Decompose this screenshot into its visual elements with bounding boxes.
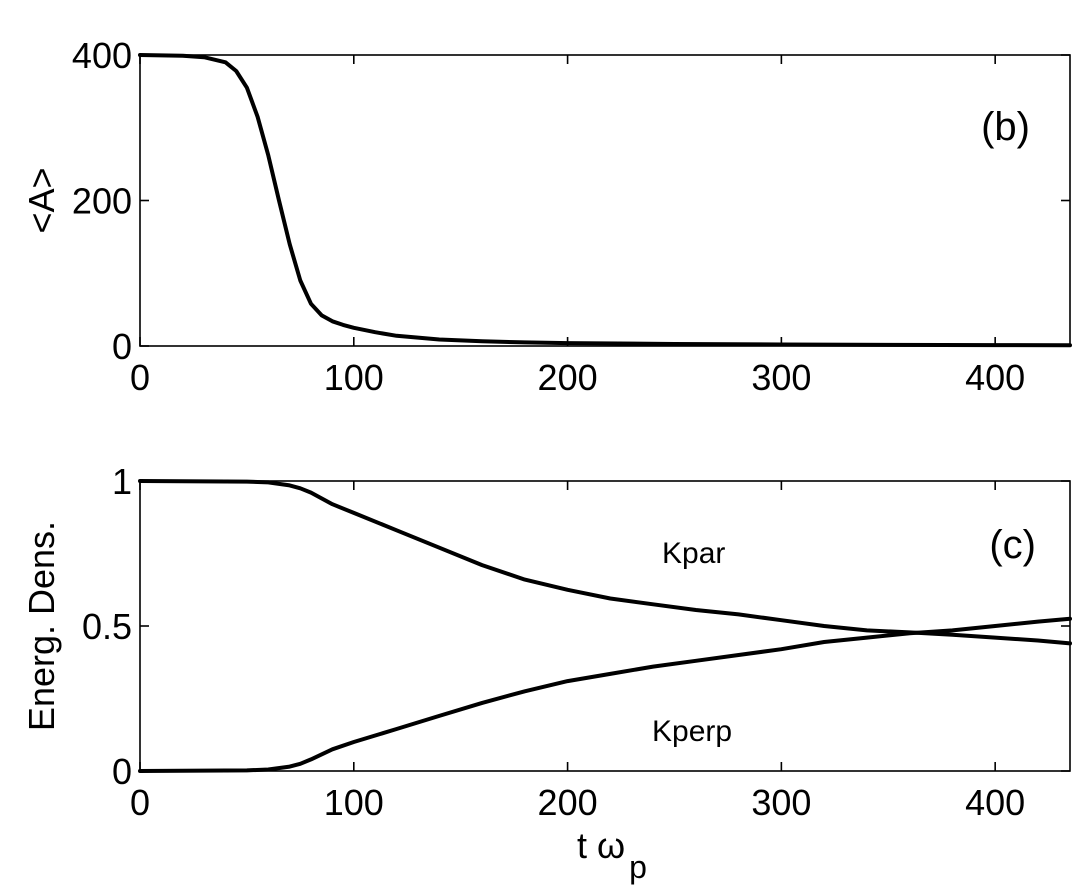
series-label-kperp: Kperp: [652, 715, 732, 748]
x-tick-label: 100: [324, 357, 384, 398]
x-tick-label: 200: [538, 357, 598, 398]
y-axis-label: Energ. Dens.: [21, 521, 62, 731]
y-tick-label: 200: [72, 181, 132, 222]
series-line-kpar: [138, 479, 1072, 646]
x-axis-label: t ωp: [577, 825, 647, 885]
x-tick-label: 300: [751, 357, 811, 398]
x-tick-label: 300: [751, 782, 811, 823]
panel-label: (c): [989, 523, 1036, 567]
y-axis-label: <A>: [21, 167, 62, 233]
series-line-kperp: [138, 616, 1072, 773]
y-tick-label: 0: [112, 751, 132, 792]
panel-c-chart: 0 100 200 300 400 0 0.5 1 Energ. Dens. t ωp (c) Kpa…: [21, 461, 1072, 885]
x-axis-label-subscript: p: [629, 849, 647, 885]
x-tick-label: 0: [130, 782, 150, 823]
y-tick-label: 0: [112, 326, 132, 367]
x-tick-label: 400: [965, 357, 1025, 398]
series-label-kpar: Kpar: [662, 537, 725, 570]
plot-frame: [139, 480, 1071, 772]
x-tick-label: 100: [324, 782, 384, 823]
y-tick-label: 0.5: [82, 606, 132, 647]
panel-b-chart: 0 100 200 300 400 0 200 400 <A> (b): [21, 35, 1072, 398]
series-line: [138, 53, 1072, 348]
x-tick-label: 400: [965, 782, 1025, 823]
panel-label: (b): [981, 105, 1030, 149]
x-tick-label: 200: [538, 782, 598, 823]
x-tick-label: 0: [130, 357, 150, 398]
y-tick-label: 1: [112, 461, 132, 502]
y-tick-label: 400: [72, 35, 132, 76]
